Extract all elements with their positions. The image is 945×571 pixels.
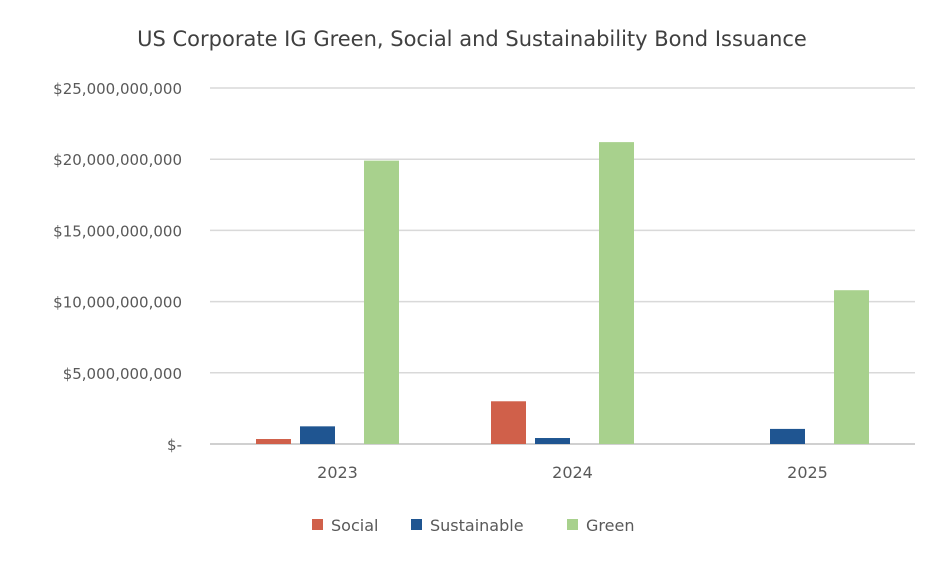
- legend-swatch-green: [567, 519, 578, 530]
- x-tick-label: 2025: [787, 463, 828, 482]
- legend-swatch-social: [312, 519, 323, 530]
- bar-sustainable-2023: [300, 426, 335, 444]
- y-tick-label: $10,000,000,000: [53, 294, 182, 312]
- legend-label-sustainable: Sustainable: [430, 516, 524, 535]
- x-tick-label: 2023: [317, 463, 358, 482]
- bar-green-2023: [364, 160, 399, 444]
- legend-swatch-sustainable: [411, 519, 422, 530]
- bar-green-2024: [599, 142, 634, 444]
- bar-sustainable-2024: [535, 438, 570, 444]
- y-tick-label: $25,000,000,000: [53, 80, 182, 98]
- y-tick-label: $15,000,000,000: [53, 222, 182, 240]
- chart-title: US Corporate IG Green, Social and Sustai…: [137, 27, 807, 51]
- legend-label-green: Green: [586, 516, 634, 535]
- bar-social-2024: [491, 401, 526, 444]
- legend-label-social: Social: [331, 516, 378, 535]
- y-tick-label: $5,000,000,000: [63, 365, 182, 383]
- x-tick-label: 2024: [552, 463, 593, 482]
- bar-green-2025: [834, 290, 869, 444]
- y-tick-label: $-: [167, 436, 182, 454]
- bar-social-2023: [256, 439, 291, 444]
- bar-sustainable-2025: [770, 428, 805, 444]
- y-tick-label: $20,000,000,000: [53, 151, 182, 169]
